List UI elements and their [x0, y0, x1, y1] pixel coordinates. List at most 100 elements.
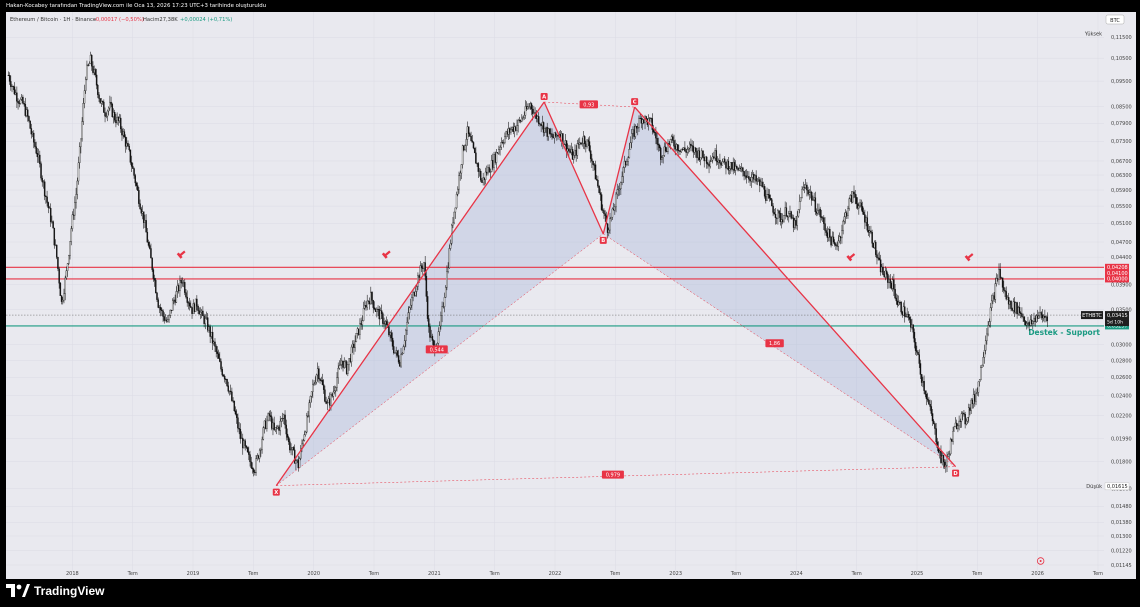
candle-body: [465, 139, 467, 146]
legend-change: -0,00017 (−0,50%): [94, 17, 144, 23]
y-tick-label: 0,11500: [1111, 35, 1132, 41]
candle-body: [384, 321, 387, 325]
candle-body: [198, 310, 201, 315]
top-marker-icon: [964, 253, 974, 262]
chart-frame[interactable]: Destek - Support X A B C D 0,93 0,544 1,86 0,979…: [6, 12, 1136, 579]
candle-body: [245, 445, 248, 448]
candle-body: [227, 385, 229, 392]
candle-body: [372, 300, 374, 308]
candle-body: [123, 131, 126, 138]
candle-body: [385, 321, 388, 325]
price-axis: 0,11500 0,10500 0,09500 0,08500 0,07900 0,073…: [1081, 32, 1132, 569]
y-tick-label: 0,01480: [1111, 504, 1132, 510]
candle-body: [228, 390, 231, 392]
candle-body: [635, 126, 638, 129]
candle-body: [826, 232, 829, 238]
candle-body: [152, 269, 155, 279]
candle-body: [240, 437, 243, 439]
candle-body: [425, 275, 428, 297]
candle-body: [974, 394, 976, 402]
candle-body: [505, 131, 507, 137]
candle-body: [341, 360, 343, 365]
candle-body: [899, 301, 901, 303]
candle-body: [187, 302, 190, 304]
marker-handle: [384, 250, 391, 257]
candle-body: [871, 232, 873, 244]
candle-body: [634, 126, 637, 137]
candle-body: [280, 418, 283, 422]
candle-body: [970, 399, 972, 411]
candle-body: [674, 146, 676, 150]
candle-body: [569, 150, 571, 153]
candle-body: [467, 126, 470, 134]
pattern-labels: X A B C D 0,93 0,544 1,86 0,979: [272, 93, 960, 496]
candle-body: [638, 117, 640, 128]
candle-body: [846, 212, 848, 216]
footer-bar: TradingView: [0, 579, 1140, 607]
candle-body: [889, 279, 891, 284]
candle-body: [470, 136, 472, 141]
candle-body: [902, 306, 905, 316]
candle-body: [836, 245, 838, 247]
candle-body: [791, 217, 794, 219]
candle-body: [814, 197, 817, 212]
candle-body: [571, 149, 574, 160]
time-axis: 2018 Tem 2019 Tem 2020 Tem 2021 Tem 2022 Tem 2023 T…: [66, 557, 1103, 577]
candle-body: [1038, 315, 1040, 319]
candle-body: [755, 175, 757, 182]
candle-body: [437, 331, 440, 344]
candle-body: [185, 292, 187, 298]
candle-body: [1018, 307, 1021, 314]
candle-body: [789, 211, 791, 214]
candle-body: [142, 211, 145, 223]
candle-body: [428, 318, 430, 327]
candle-body: [376, 308, 378, 312]
candle-body: [35, 146, 37, 154]
currency-badge[interactable]: BTC: [1105, 14, 1125, 25]
candle-body: [238, 428, 240, 430]
candle-body: [275, 427, 278, 429]
ratio-badge: [601, 470, 624, 479]
candle-body: [496, 152, 499, 154]
x-tick-label: 2019: [187, 571, 200, 577]
candle-body: [679, 150, 681, 152]
candle-body: [629, 142, 632, 150]
candle-body: [975, 393, 977, 402]
candle-body: [819, 208, 821, 217]
pattern-fill: [276, 102, 956, 486]
candle-body: [37, 154, 40, 158]
candle-body: [783, 215, 785, 223]
candle-body: [792, 217, 795, 228]
x-tick-label: 2018: [66, 571, 79, 577]
candle-body: [765, 196, 767, 201]
candle-body: [808, 192, 811, 195]
candle-body: [643, 119, 645, 124]
candle-body: [1003, 287, 1005, 291]
candle-body: [117, 116, 120, 122]
candle-body: [1023, 316, 1026, 322]
candle-body: [53, 227, 56, 246]
candle-body: [504, 136, 506, 143]
candle-body: [507, 128, 510, 135]
candle-body: [58, 268, 60, 284]
candle-body: [383, 323, 385, 325]
price-chart[interactable]: Destek - Support X A B C D 0,93 0,544 1,86 0,979…: [6, 12, 1136, 579]
candle-body: [957, 425, 959, 429]
point-label-b: B: [601, 238, 605, 244]
candle-body: [992, 295, 994, 302]
candle-body: [829, 229, 831, 238]
candle-body: [717, 160, 720, 163]
candle-body: [124, 136, 127, 147]
candle-body: [622, 167, 625, 177]
candle-body: [473, 147, 476, 154]
candle-body: [784, 207, 786, 216]
candle-body: [868, 230, 871, 233]
candle-body: [231, 391, 233, 401]
candle-body: [203, 315, 205, 324]
tradingview-logo[interactable]: TradingView: [6, 584, 104, 598]
candle-body: [190, 305, 192, 308]
candle-body: [1000, 277, 1003, 279]
candle-body: [202, 310, 204, 317]
candle-body: [28, 116, 30, 122]
candle-body: [554, 132, 557, 137]
